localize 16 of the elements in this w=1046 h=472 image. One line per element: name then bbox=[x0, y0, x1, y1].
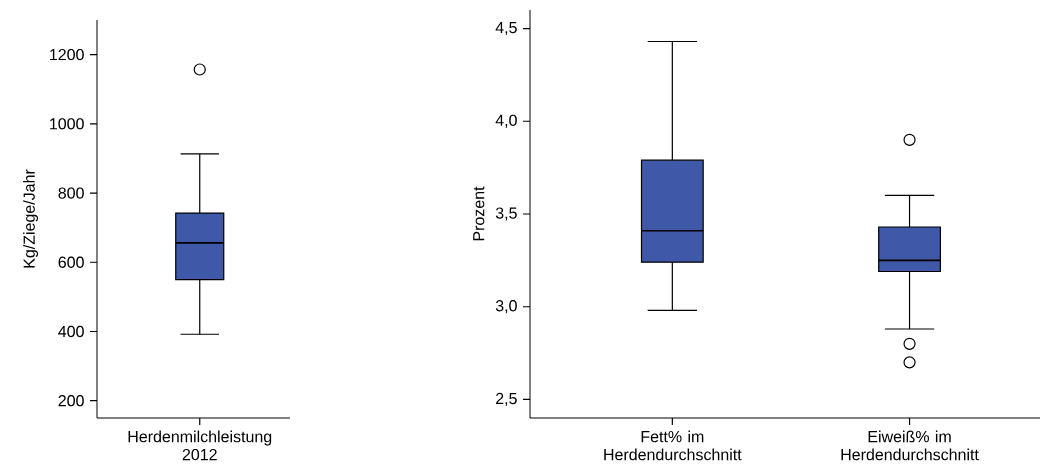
x-tick-label: Herdenmilchleistung 2012 bbox=[128, 430, 272, 461]
y-tick-label: 800 bbox=[58, 187, 84, 199]
y-tick-label: 200 bbox=[58, 395, 84, 407]
y-axis-title: Kg/Ziege/Jahr bbox=[23, 169, 39, 268]
y-tick-label: 1200 bbox=[50, 48, 84, 61]
y-tick-label: 1000 bbox=[50, 118, 84, 130]
y-tick-label: 3,0 bbox=[495, 300, 517, 314]
y-tick-label: 4,0 bbox=[495, 114, 517, 128]
y-tick-label: 600 bbox=[58, 256, 84, 268]
x-tick-label: Eiweiß% im Herdendurchschnitt bbox=[841, 430, 979, 461]
y-axis-title: Prozent bbox=[473, 186, 485, 241]
y-tick-label: 400 bbox=[58, 325, 84, 338]
y-tick-label: 3,5 bbox=[495, 207, 517, 221]
y-tick-label: 4,5 bbox=[495, 22, 517, 36]
y-tick-label: 2,5 bbox=[496, 392, 517, 407]
x-tick-label: Fett% im Herdendurchschnitt bbox=[604, 430, 742, 461]
